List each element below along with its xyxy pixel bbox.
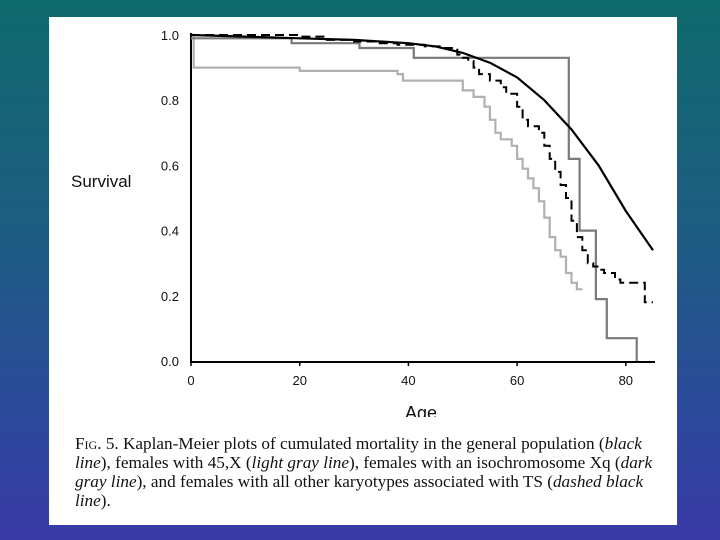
x-tick-label: 0 (187, 373, 194, 388)
x-tick-label: 60 (510, 373, 524, 388)
y-axis-label: Survival (71, 172, 131, 191)
y-tick-label: 0.0 (161, 354, 179, 369)
caption-style-black: black line (75, 434, 642, 472)
y-tick-label: 0.4 (161, 224, 179, 239)
caption-text-3: ), females with an isochromosome Xq ( (349, 453, 621, 472)
y-tick-label: 0.8 (161, 93, 179, 108)
series-line-45-x (191, 33, 583, 291)
kaplan-meier-chart: 0.0 0.2 0.4 0.6 0.8 1.0 0 20 40 60 80 Survival Age (71, 28, 655, 417)
series-group (190, 33, 654, 361)
x-axis-label: Age (405, 403, 437, 417)
x-tick-label: 80 (619, 373, 633, 388)
y-tick-label: 0.2 (161, 289, 179, 304)
series-line-general-population (190, 33, 654, 251)
caption-text-2: ), females with 45,X ( (100, 453, 252, 472)
caption-text-1: Kaplan-Meier plots of cumulated mortalit… (118, 434, 605, 453)
x-tick-label: 20 (292, 373, 306, 388)
caption-text-5: ). (100, 491, 111, 510)
caption-style-dashed: dashed black line (75, 472, 644, 510)
figure-caption: Fig. 5. Kaplan-Meier plots of cumulated … (75, 434, 660, 510)
series-line-other-karyotypes-associated-with-ts (191, 34, 653, 304)
series-line-isochromosome-xq (191, 37, 638, 361)
caption-style-dark-gray: dark gray line (75, 453, 653, 491)
y-tick-label: 0.6 (161, 158, 179, 173)
x-tick-label: 40 (401, 373, 415, 388)
axes-group: 0.0 0.2 0.4 0.6 0.8 1.0 0 20 40 60 80 (161, 28, 655, 388)
y-tick-label: 1.0 (161, 28, 179, 43)
figure-panel: 0.0 0.2 0.4 0.6 0.8 1.0 0 20 40 60 80 Survival Age… (49, 17, 677, 525)
caption-text-4: ), and females with all other karyotypes… (136, 472, 553, 491)
caption-figure-label: Fig. 5. (75, 434, 119, 453)
caption-style-light-gray: light gray line (251, 453, 349, 472)
